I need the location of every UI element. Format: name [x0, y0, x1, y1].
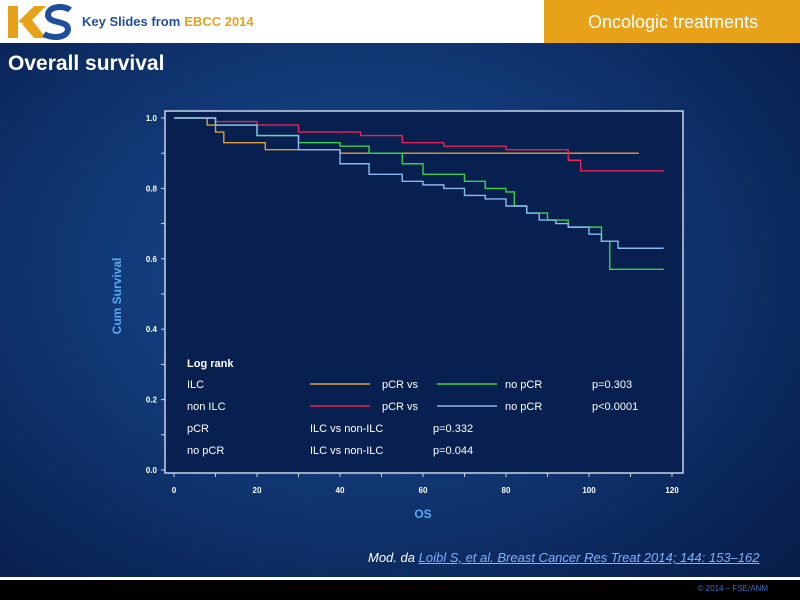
y-tick-label: 0.4: [146, 325, 158, 334]
brand-title: Key Slides from EBCC 2014: [82, 14, 254, 29]
citation: Mod. da Loibl S, et al. Breast Cancer Re…: [368, 550, 759, 565]
legend-group: non ILC: [187, 401, 226, 413]
copyright: © 2014 – FSE/ANM: [697, 584, 768, 593]
y-tick-label: 0.2: [146, 396, 158, 405]
y-tick-label: 0.8: [146, 184, 158, 193]
legend-p-value: p<0.0001: [592, 401, 638, 413]
x-tick-label: 120: [665, 486, 679, 495]
y-axis-title: Cum Survival: [110, 258, 124, 335]
survival-curve-non-ilc-pcr: [174, 117, 664, 172]
legend-label-a: pCR vs: [382, 379, 419, 391]
y-tick-label: 1.0: [146, 114, 158, 123]
x-tick-label: 40: [336, 486, 345, 495]
citation-prefix: Mod. da: [368, 550, 415, 565]
y-tick-label: 0.0: [146, 466, 158, 475]
footer-divider: [0, 577, 800, 580]
ks-logo: [8, 4, 72, 40]
brand-prefix: Key Slides from: [82, 14, 181, 29]
page-title: Overall survival: [8, 52, 165, 75]
x-tick-label: 80: [502, 486, 511, 495]
brand-event: EBCC 2014: [184, 14, 254, 29]
legend-p-value: p=0.332: [433, 423, 473, 435]
legend-label-b: no pCR: [505, 401, 542, 413]
x-tick-label: 0: [172, 486, 177, 495]
x-tick-label: 100: [582, 486, 596, 495]
x-tick-label: 20: [253, 486, 262, 495]
section-tag: Oncologic treatments: [544, 0, 800, 43]
legend-group: pCR: [187, 423, 209, 435]
legend-group: ILC: [187, 379, 204, 391]
legend-p-value: p=0.303: [592, 379, 632, 391]
header-bar: Key Slides from EBCC 2014 Oncologic treat…: [0, 0, 800, 43]
legend-label-b: no pCR: [505, 379, 542, 391]
legend-label-a: ILC vs non-ILC: [310, 423, 383, 435]
section-label: Oncologic treatments: [588, 12, 759, 32]
y-tick-label: 0.6: [146, 255, 158, 264]
plot-area: [164, 110, 684, 474]
survival-curve-non-ilc-no-pcr: [174, 117, 664, 249]
legend-p-value: p=0.044: [433, 445, 473, 457]
legend-label-a: pCR vs: [382, 401, 419, 413]
legend-label-a: ILC vs non-ILC: [310, 445, 383, 457]
x-tick-label: 60: [419, 486, 428, 495]
legend-title: Log rank: [187, 358, 234, 370]
x-axis-title: OS: [414, 507, 431, 521]
survival-curve-ilc-pcr: [174, 117, 639, 154]
footer-bar: © 2014 – FSE/ANM: [0, 580, 800, 600]
citation-link[interactable]: Loibl S, et al. Breast Cancer Res Treat …: [418, 550, 760, 565]
legend-group: no pCR: [187, 445, 224, 457]
